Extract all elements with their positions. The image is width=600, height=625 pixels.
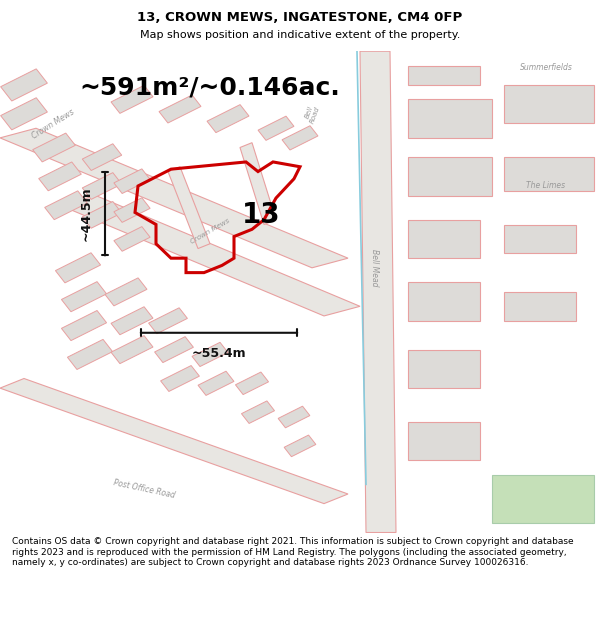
Polygon shape — [504, 224, 576, 253]
Polygon shape — [207, 104, 249, 132]
Polygon shape — [82, 201, 122, 228]
Polygon shape — [32, 133, 76, 162]
Polygon shape — [61, 282, 107, 312]
Text: ~55.4m: ~55.4m — [191, 348, 247, 360]
Polygon shape — [504, 157, 594, 191]
Polygon shape — [408, 99, 492, 138]
Polygon shape — [161, 366, 199, 391]
Text: 13: 13 — [242, 201, 280, 229]
Polygon shape — [55, 253, 101, 283]
Polygon shape — [278, 406, 310, 428]
Text: ~44.5m: ~44.5m — [80, 186, 93, 241]
Polygon shape — [38, 162, 82, 191]
Polygon shape — [0, 379, 348, 504]
Polygon shape — [408, 219, 480, 258]
Polygon shape — [159, 95, 201, 123]
Polygon shape — [111, 336, 153, 364]
Text: 13, CROWN MEWS, INGATESTONE, CM4 0FP: 13, CROWN MEWS, INGATESTONE, CM4 0FP — [137, 11, 463, 24]
Polygon shape — [114, 198, 150, 222]
Polygon shape — [61, 311, 107, 341]
Polygon shape — [492, 475, 594, 523]
Polygon shape — [1, 69, 47, 101]
Text: Bell
Road: Bell Road — [303, 103, 321, 124]
Polygon shape — [155, 337, 193, 362]
Polygon shape — [408, 349, 480, 388]
Polygon shape — [60, 196, 360, 316]
Polygon shape — [67, 339, 113, 369]
Polygon shape — [284, 435, 316, 457]
Text: Post Office Road: Post Office Road — [112, 478, 176, 500]
Polygon shape — [408, 66, 480, 85]
Text: Contains OS data © Crown copyright and database right 2021. This information is : Contains OS data © Crown copyright and d… — [12, 537, 574, 567]
Polygon shape — [235, 372, 269, 394]
Text: Bell Mead: Bell Mead — [371, 249, 380, 286]
Text: Summerfields: Summerfields — [520, 63, 572, 72]
Polygon shape — [258, 116, 294, 141]
Text: Crown Mews: Crown Mews — [30, 107, 76, 140]
Polygon shape — [192, 342, 228, 366]
Polygon shape — [0, 128, 348, 268]
Polygon shape — [114, 169, 150, 194]
Polygon shape — [82, 173, 122, 199]
Text: Map shows position and indicative extent of the property.: Map shows position and indicative extent… — [140, 30, 460, 40]
Text: The Limes: The Limes — [526, 181, 566, 191]
Polygon shape — [111, 307, 153, 335]
Polygon shape — [1, 98, 47, 130]
Polygon shape — [241, 401, 275, 424]
Polygon shape — [408, 422, 480, 460]
Polygon shape — [44, 191, 88, 219]
Polygon shape — [168, 167, 210, 249]
Polygon shape — [282, 126, 318, 150]
Polygon shape — [504, 85, 594, 124]
Polygon shape — [504, 292, 576, 321]
Polygon shape — [408, 282, 480, 321]
Polygon shape — [198, 371, 234, 396]
Text: Crown Mews: Crown Mews — [190, 218, 230, 246]
Polygon shape — [149, 308, 187, 334]
Polygon shape — [360, 51, 396, 532]
Polygon shape — [408, 157, 492, 196]
Polygon shape — [114, 227, 150, 251]
Polygon shape — [240, 142, 276, 224]
Polygon shape — [82, 144, 122, 171]
Text: ~591m²/~0.146ac.: ~591m²/~0.146ac. — [80, 75, 340, 99]
Polygon shape — [111, 86, 153, 113]
Polygon shape — [105, 278, 147, 306]
